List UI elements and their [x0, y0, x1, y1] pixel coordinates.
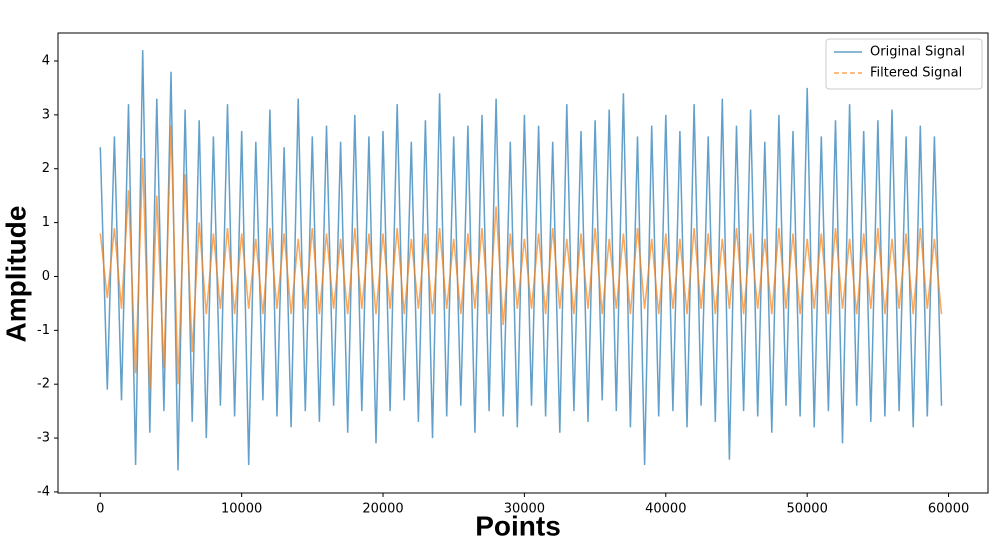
plot-frame	[57, 32, 989, 494]
x-tick-label: 20000	[362, 502, 403, 517]
y-tick-label: -4	[37, 484, 50, 499]
x-tick-label: 40000	[645, 502, 686, 517]
x-tick-label: 0	[96, 502, 104, 517]
series-line	[99, 125, 943, 390]
y-tick-label: 2	[42, 161, 50, 176]
x-tick-label: 30000	[504, 502, 545, 517]
series-line	[99, 50, 943, 471]
x-tick-label: 50000	[786, 502, 827, 517]
y-tick-label: 1	[42, 215, 50, 230]
y-tick-label: -2	[37, 377, 50, 392]
x-tick-label: 10000	[221, 502, 262, 517]
legend-label: Filtered Signal	[870, 66, 962, 81]
y-tick-label: 3	[42, 107, 50, 122]
y-axis-label: Amplitude	[0, 206, 31, 343]
x-tick-label: 60000	[928, 502, 969, 517]
x-axis-label: Points	[475, 510, 561, 541]
y-tick-label: 4	[42, 54, 50, 69]
legend-box	[825, 38, 983, 90]
legend-label: Original Signal	[870, 45, 965, 60]
y-tick-label: 0	[42, 269, 50, 284]
y-tick-label: -1	[37, 323, 50, 338]
y-tick-label: -3	[37, 431, 50, 446]
